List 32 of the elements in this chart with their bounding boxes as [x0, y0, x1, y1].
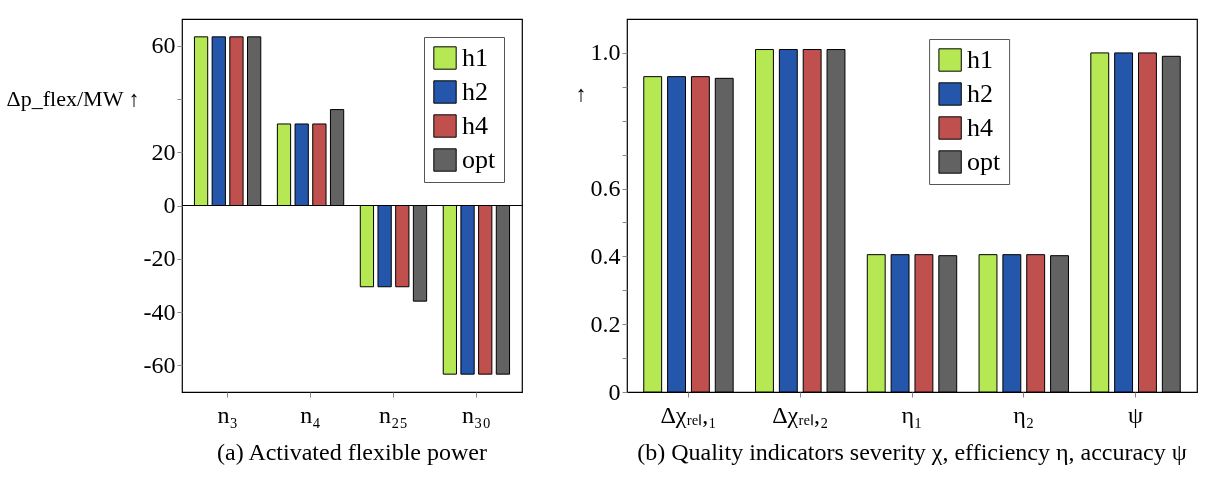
- y-tick-label: -20: [143, 245, 176, 272]
- legend-label: h4: [462, 111, 488, 140]
- x-tick-label: Δχᵣₑₗ,₁: [660, 401, 717, 428]
- legend-label: h1: [462, 43, 488, 72]
- legend-label: h1: [967, 45, 994, 74]
- x-tick-label: n₃: [217, 401, 238, 428]
- legend-label: h2: [967, 79, 994, 108]
- x-tick-label: n₃₀: [462, 401, 491, 428]
- y-tick-label: 20: [151, 138, 176, 165]
- legend-label: h2: [462, 77, 488, 106]
- legend-label: opt: [462, 145, 496, 174]
- y-axis-title: ↑: [575, 81, 587, 107]
- y-tick-label: 0: [608, 378, 621, 405]
- y-tick-label: 0: [163, 192, 176, 218]
- y-tick-label: 60: [151, 32, 176, 59]
- x-tick-label: Δχᵣₑₗ,₂: [772, 401, 829, 428]
- legend-label: opt: [967, 147, 1002, 176]
- legend-label: h4: [967, 113, 994, 142]
- x-tick-label: η₂: [1013, 401, 1035, 428]
- y-tick-label: -40: [143, 298, 176, 325]
- y-tick-label: 0.4: [590, 242, 621, 269]
- y-axis-title: Δp_flex/MW ↑: [6, 86, 140, 112]
- y-tick-label: 0.2: [590, 310, 621, 337]
- x-tick-label: ψ: [1128, 401, 1144, 428]
- x-tick-label: n₂₅: [379, 401, 408, 428]
- x-tick-label: n₄: [300, 401, 321, 428]
- text: (b) Quality indicators severity χ, efficiency η, accuracy ψ: [637, 439, 1187, 465]
- y-tick-label: -60: [143, 351, 176, 378]
- x-tick-label: η₁: [901, 401, 923, 428]
- y-tick-label: 0.6: [590, 175, 621, 202]
- text: (a) Activated flexible power: [217, 439, 487, 465]
- y-tick-label: 1.0: [590, 39, 621, 66]
